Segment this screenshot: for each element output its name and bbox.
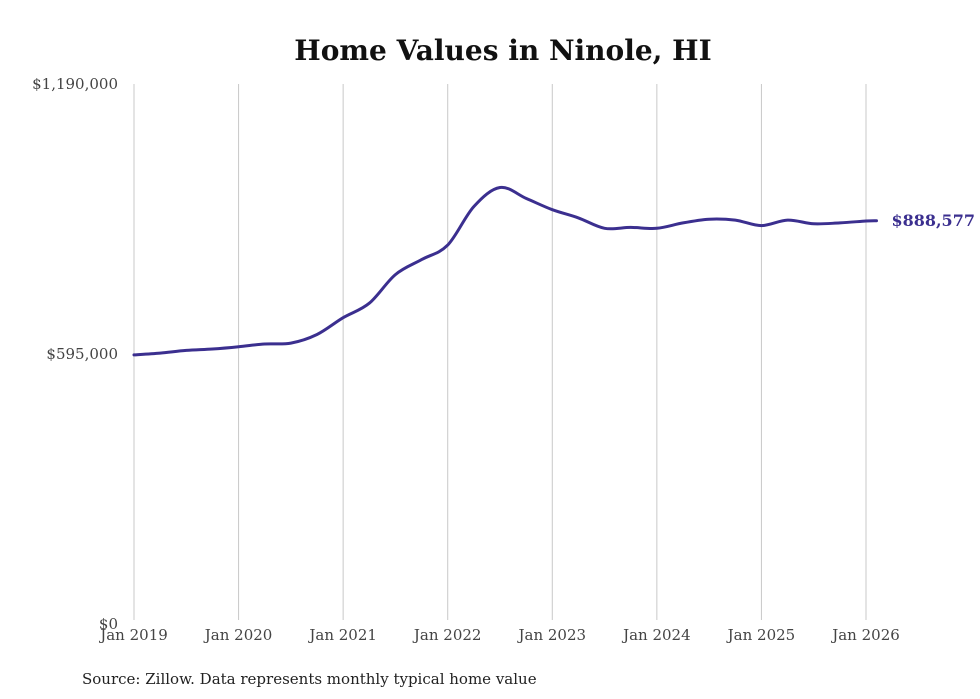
- x-tick-label: Jan 2022: [412, 626, 482, 644]
- x-tick-label: Jan 2020: [203, 626, 273, 644]
- x-tick-label: Jan 2025: [726, 626, 796, 644]
- y-tick-label: $1,190,000: [32, 75, 118, 93]
- y-tick-label: $0: [99, 615, 118, 633]
- end-value-label: $888,577: [891, 211, 975, 230]
- y-tick-label: $595,000: [46, 345, 118, 363]
- series-line: [132, 185, 878, 357]
- x-tick-label: Jan 2026: [830, 626, 900, 644]
- x-tick-label: Jan 2021: [307, 626, 377, 644]
- source-note: Source: Zillow. Data represents monthly …: [82, 670, 537, 688]
- chart-title: Home Values in Ninole, HI: [294, 34, 711, 67]
- gridlines: [133, 84, 867, 620]
- series-layer: $888,577: [132, 185, 975, 357]
- x-tick-label: Jan 2019: [98, 626, 168, 644]
- x-tick-label: Jan 2024: [621, 626, 691, 644]
- y-axis-ticks: $0 $595,000 $1,190,000: [32, 75, 118, 633]
- x-tick-label: Jan 2023: [517, 626, 587, 644]
- x-axis-ticks: Jan 2019 Jan 2020 Jan 2021 Jan 2022 Jan 2023…: [98, 626, 900, 644]
